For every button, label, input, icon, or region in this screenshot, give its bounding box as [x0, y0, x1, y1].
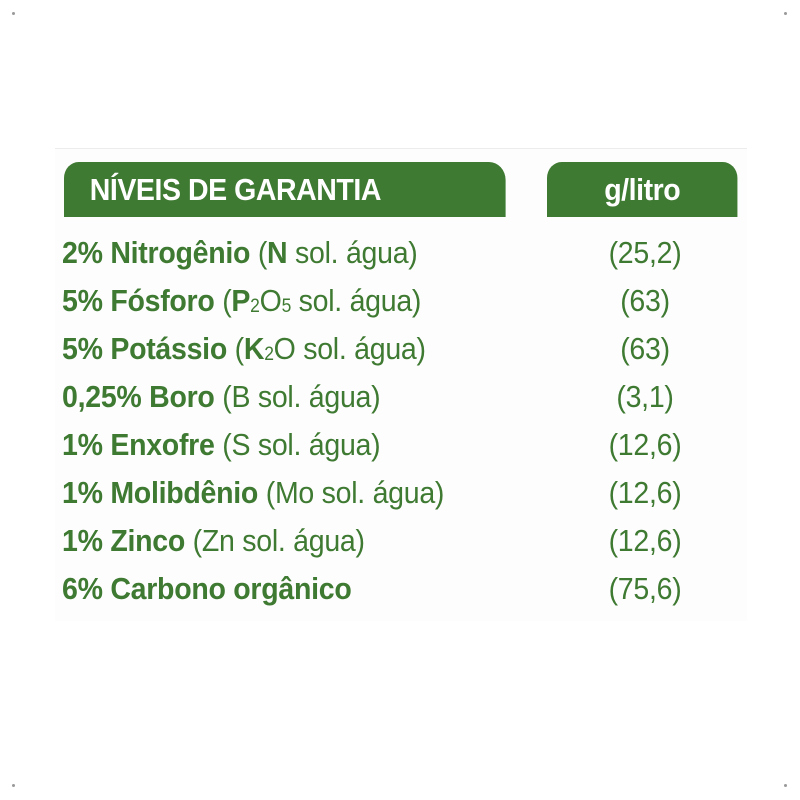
table-row: 1% Molibdênio (Mo sol. água) (12,6) — [0, 469, 800, 517]
nutrient-percent: 5% Fósforo — [62, 283, 215, 318]
nutrient-percent: 1% Molibdênio — [62, 475, 259, 510]
corner-mark — [12, 784, 15, 787]
formula-subscript: 2 — [250, 296, 260, 317]
row-label: 1% Molibdênio (Mo sol. água) — [62, 475, 444, 511]
row-value: (25,2) — [608, 235, 682, 270]
nutrient-percent: 1% Zinco — [62, 523, 185, 558]
formula-note: sol. água) — [287, 235, 418, 270]
formula-symbol: K — [243, 331, 265, 366]
row-value: (3,1) — [616, 379, 674, 414]
table-header-unit: g/litro — [547, 162, 738, 217]
row-label: 1% Enxofre (S sol. água) — [62, 427, 381, 463]
row-value: (12,6) — [608, 427, 682, 462]
row-label: 6% Carbono orgânico — [62, 571, 352, 607]
table-row: 5% Potássio (K2O sol. água) (63) — [0, 325, 800, 373]
row-label: 2% Nitrogênio (N sol. água) — [62, 235, 418, 271]
formula-open: ( — [222, 283, 232, 318]
corner-mark — [784, 784, 787, 787]
formula-open: ( — [257, 235, 268, 270]
row-value: (63) — [620, 283, 670, 318]
corner-mark — [784, 12, 787, 15]
formula-subscript-2: 5 — [281, 296, 292, 317]
formula-symbol: N — [267, 235, 288, 270]
table-row: 1% Zinco (Zn sol. água) (12,6) — [0, 517, 800, 565]
row-value: (63) — [620, 331, 670, 366]
nutrient-percent: 6% Carbono orgânico — [62, 571, 352, 606]
corner-mark — [12, 12, 15, 15]
table-row: 1% Enxofre (S sol. água) (12,6) — [0, 421, 800, 469]
formula-subscript: 2 — [264, 344, 274, 365]
formula-note: sol. água) — [291, 283, 422, 318]
row-label: 0,25% Boro (B sol. água) — [62, 379, 381, 415]
nutrient-percent: 2% Nitrogênio — [62, 235, 251, 270]
nutrient-percent: 5% Potássio — [62, 331, 227, 366]
formula-note: (Zn sol. água) — [192, 523, 365, 558]
formula-symbol-2: O — [259, 283, 282, 318]
formula-symbol-2: O — [273, 331, 296, 366]
nutrient-percent: 1% Enxofre — [62, 427, 215, 462]
header-unit-text: g/litro — [604, 171, 681, 207]
formula-symbol: P — [231, 283, 251, 318]
table-row: 5% Fósforo (P2O5 sol. água) (63) — [0, 277, 800, 325]
guarantee-table — [55, 148, 747, 621]
table-row: 2% Nitrogênio (N sol. água) (25,2) — [0, 229, 800, 277]
table-header-title: NÍVEIS DE GARANTIA — [64, 162, 506, 217]
row-value: (12,6) — [608, 475, 682, 510]
row-label: 5% Fósforo (P2O5 sol. água) — [62, 283, 421, 319]
formula-open: ( — [234, 331, 245, 366]
table-row: 6% Carbono orgânico (75,6) — [0, 565, 800, 613]
header-title-text: NÍVEIS DE GARANTIA — [89, 171, 382, 207]
formula-note: (S sol. água) — [222, 427, 381, 462]
row-label: 5% Potássio (K2O sol. água) — [62, 331, 426, 367]
formula-note: (B sol. água) — [222, 379, 381, 414]
row-label: 1% Zinco (Zn sol. água) — [62, 523, 365, 559]
table-row: 0,25% Boro (B sol. água) (3,1) — [0, 373, 800, 421]
row-value: (12,6) — [608, 523, 682, 558]
row-value: (75,6) — [608, 571, 682, 606]
nutrient-percent: 0,25% Boro — [62, 379, 215, 414]
formula-note: (Mo sol. água) — [265, 475, 445, 510]
formula-note: sol. água) — [295, 331, 426, 366]
